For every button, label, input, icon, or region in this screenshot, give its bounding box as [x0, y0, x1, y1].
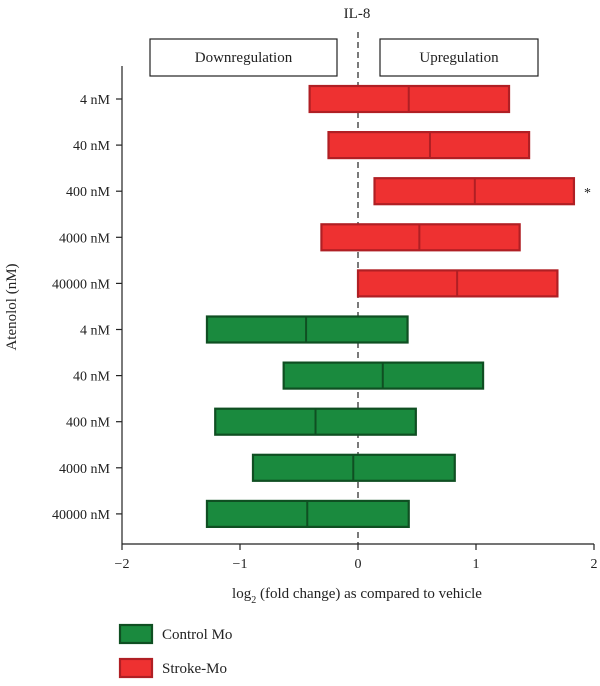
significance-marker: * [584, 186, 591, 201]
legend-label: Control Mo [162, 627, 232, 643]
y-category-label: 4 nM [80, 324, 111, 339]
y-category-label: 400 nM [66, 416, 111, 431]
x-tick-label: 0 [355, 557, 362, 572]
y-category-label: 40 nM [73, 370, 111, 385]
y-category-label: 400 nM [66, 185, 111, 200]
y-category-label: 40000 nM [52, 277, 111, 292]
x-axis-label-log: log [232, 586, 252, 602]
y-category-label: 4000 nM [59, 462, 111, 477]
x-tick-label: 1 [473, 557, 480, 572]
plot-area: −2 −1 0 1 2 4 nM 40 nM 400 nM * 4000 nM 40000 nM 4 … [52, 32, 598, 572]
bar-control-mo [205, 315, 409, 344]
y-category-label: 4 nM [80, 93, 111, 108]
chart-title: IL-8 [344, 6, 371, 22]
region-label-downregulation: Downregulation [149, 38, 338, 77]
y-category-label: 40 nM [73, 139, 111, 154]
x-axis-label-subscript: 2 [251, 595, 256, 606]
region-label-downregulation-text: Downregulation [195, 50, 293, 66]
legend-swatch [118, 657, 154, 679]
region-label-upregulation: Upregulation [379, 38, 539, 77]
x-axis-label: log2 (fold change) as compared to vehicl… [232, 586, 482, 606]
region-label-upregulation-text: Upregulation [419, 50, 499, 66]
x-tick-label: 2 [591, 557, 598, 572]
bar-stroke-mo [327, 131, 531, 160]
legend-label: Stroke-Mo [162, 661, 227, 677]
x-axis-label-rest: (fold change) as compared to vehicle [256, 586, 482, 602]
legend-entry: Control Mo [118, 623, 232, 645]
x-tick-label: −2 [115, 557, 130, 572]
legend-swatch [118, 623, 154, 645]
legend: Control Mo Stroke-Mo [118, 623, 232, 679]
bar-stroke-mo [320, 223, 521, 252]
y-axis-label: Atenolol (nM) [4, 263, 20, 350]
x-tick-label: −1 [233, 557, 248, 572]
legend-entry: Stroke-Mo [118, 657, 227, 679]
y-category-label: 40000 nM [52, 508, 111, 523]
y-category-label: 4000 nM [59, 231, 111, 246]
